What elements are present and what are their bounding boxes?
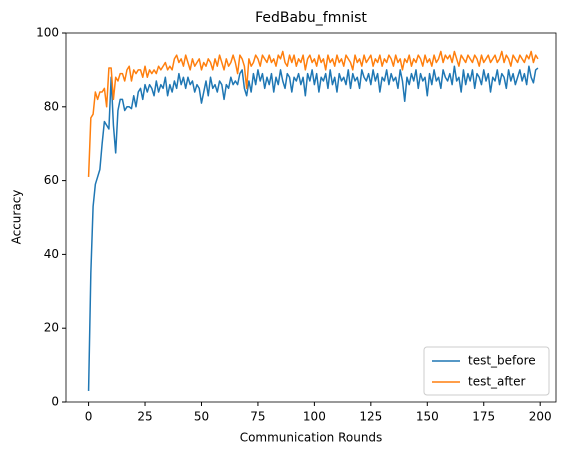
y-tick-label: 60	[44, 173, 59, 187]
legend-box	[423, 346, 550, 396]
y-tick-label: 40	[44, 247, 59, 261]
x-tick-label: 200	[529, 410, 552, 424]
x-tick-label: 125	[359, 410, 382, 424]
x-tick-label: 150	[416, 410, 439, 424]
y-tick-label: 80	[44, 99, 59, 113]
y-tick-label: 100	[36, 26, 59, 40]
x-tick-label: 25	[137, 410, 152, 424]
plot-frame	[65, 32, 557, 403]
x-tick-label: 0	[85, 410, 93, 424]
x-tick-label: 100	[303, 410, 326, 424]
x-tick-label: 50	[194, 410, 209, 424]
chart-title: FedBabu_fmnist	[255, 10, 367, 26]
legend-label: test_after	[468, 375, 526, 389]
legend-label: test_before	[468, 354, 536, 368]
y-tick-label: 20	[44, 321, 59, 335]
series-line	[87, 65, 539, 391]
x-tick-label: 75	[250, 410, 265, 424]
y-axis-label: Accuracy	[10, 190, 24, 245]
y-tick-label: 0	[51, 395, 59, 409]
x-axis-label: Communication Rounds	[240, 431, 383, 445]
series-line	[87, 50, 539, 177]
x-tick-label: 175	[472, 410, 495, 424]
